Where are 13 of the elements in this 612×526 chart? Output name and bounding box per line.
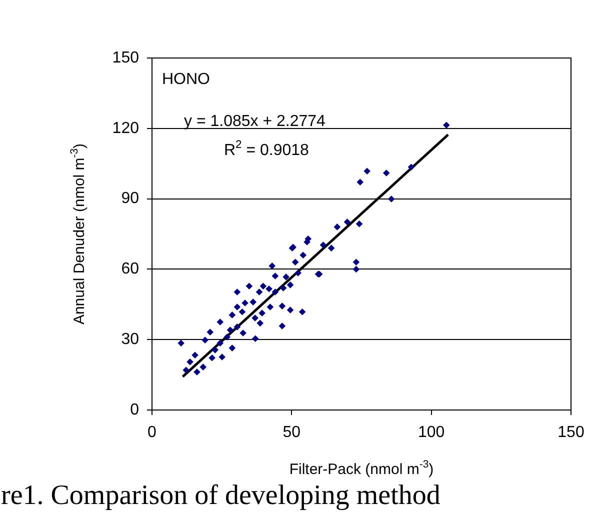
x-tick-label: 100 [418, 424, 445, 442]
x-tick-label: 150 [558, 424, 584, 442]
y-tick-label: 30 [121, 331, 140, 348]
y-tick-label: 60 [121, 260, 140, 278]
text: re1. Comparison of developing method [1, 480, 440, 512]
x-tick-label: 50 [282, 424, 301, 442]
x-tick-label: 0 [148, 424, 157, 442]
y-tick-label: 150 [112, 49, 140, 66]
annotation: HONO [162, 71, 210, 88]
y-tick-label: 0 [130, 401, 140, 418]
y-axis-title: Annual Denuder (nmol m-3) [68, 143, 88, 325]
y-tick-label: 120 [112, 120, 140, 137]
y-tick-label: 90 [121, 190, 140, 208]
